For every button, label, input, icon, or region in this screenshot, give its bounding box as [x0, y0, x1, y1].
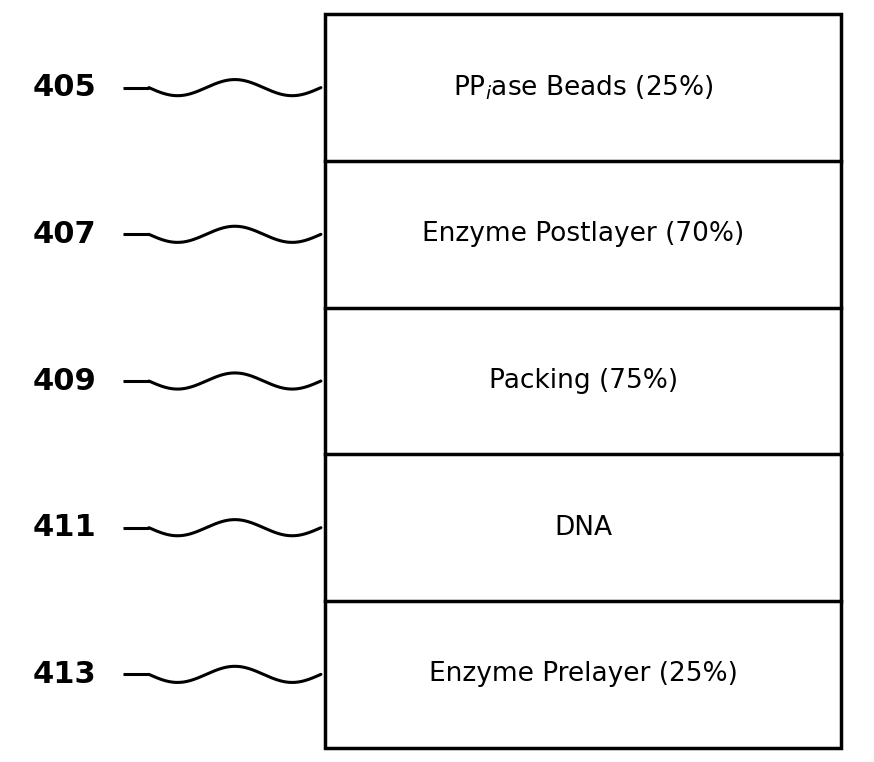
Text: DNA: DNA — [554, 514, 612, 541]
FancyBboxPatch shape — [325, 14, 842, 748]
Text: 407: 407 — [32, 219, 96, 249]
Text: Enzyme Postlayer (70%): Enzyme Postlayer (70%) — [422, 221, 745, 248]
Text: 405: 405 — [32, 73, 96, 102]
Text: PP$_i$ase Beads (25%): PP$_i$ase Beads (25%) — [453, 73, 713, 102]
Text: 409: 409 — [32, 367, 97, 395]
Text: Enzyme Prelayer (25%): Enzyme Prelayer (25%) — [429, 661, 738, 687]
Text: Packing (75%): Packing (75%) — [489, 368, 677, 394]
Text: 413: 413 — [32, 660, 96, 689]
Text: 411: 411 — [32, 513, 96, 543]
